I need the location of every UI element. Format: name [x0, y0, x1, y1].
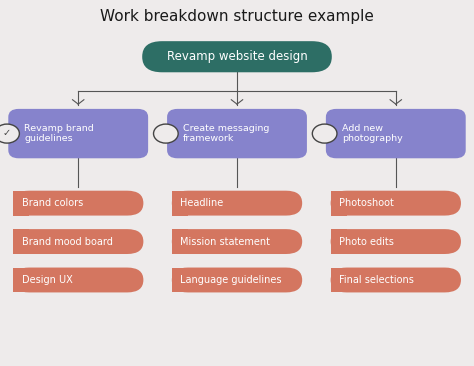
FancyBboxPatch shape — [172, 229, 302, 254]
FancyBboxPatch shape — [331, 229, 346, 254]
Text: Brand mood board: Brand mood board — [22, 236, 112, 247]
FancyBboxPatch shape — [13, 229, 29, 254]
Circle shape — [0, 124, 19, 143]
Text: Mission statement: Mission statement — [180, 236, 270, 247]
Text: Work breakdown structure example: Work breakdown structure example — [100, 9, 374, 24]
FancyBboxPatch shape — [13, 229, 143, 254]
Text: Add new
photography: Add new photography — [342, 124, 402, 143]
Text: Design UX: Design UX — [22, 275, 73, 285]
Text: Photo edits: Photo edits — [339, 236, 394, 247]
Circle shape — [312, 124, 337, 143]
Text: Create messaging
framework: Create messaging framework — [183, 124, 269, 143]
FancyBboxPatch shape — [331, 268, 346, 292]
FancyBboxPatch shape — [167, 109, 307, 158]
FancyBboxPatch shape — [331, 191, 461, 216]
Text: ✓: ✓ — [3, 128, 11, 138]
FancyBboxPatch shape — [13, 191, 143, 216]
Text: Revamp website design: Revamp website design — [167, 50, 307, 63]
FancyBboxPatch shape — [331, 268, 461, 292]
FancyBboxPatch shape — [13, 268, 29, 292]
Text: Language guidelines: Language guidelines — [180, 275, 282, 285]
FancyBboxPatch shape — [172, 268, 302, 292]
FancyBboxPatch shape — [9, 109, 148, 158]
FancyBboxPatch shape — [172, 268, 188, 292]
Text: Headline: Headline — [180, 198, 224, 208]
FancyBboxPatch shape — [172, 191, 302, 216]
FancyBboxPatch shape — [13, 268, 143, 292]
Text: Photoshoot: Photoshoot — [339, 198, 394, 208]
FancyBboxPatch shape — [172, 191, 188, 216]
Text: Brand colors: Brand colors — [22, 198, 83, 208]
Text: Revamp brand
guidelines: Revamp brand guidelines — [24, 124, 94, 143]
Text: Final selections: Final selections — [339, 275, 414, 285]
FancyBboxPatch shape — [331, 229, 461, 254]
Circle shape — [154, 124, 178, 143]
FancyBboxPatch shape — [172, 229, 188, 254]
FancyBboxPatch shape — [142, 41, 332, 72]
FancyBboxPatch shape — [13, 191, 29, 216]
FancyBboxPatch shape — [331, 191, 346, 216]
FancyBboxPatch shape — [326, 109, 465, 158]
